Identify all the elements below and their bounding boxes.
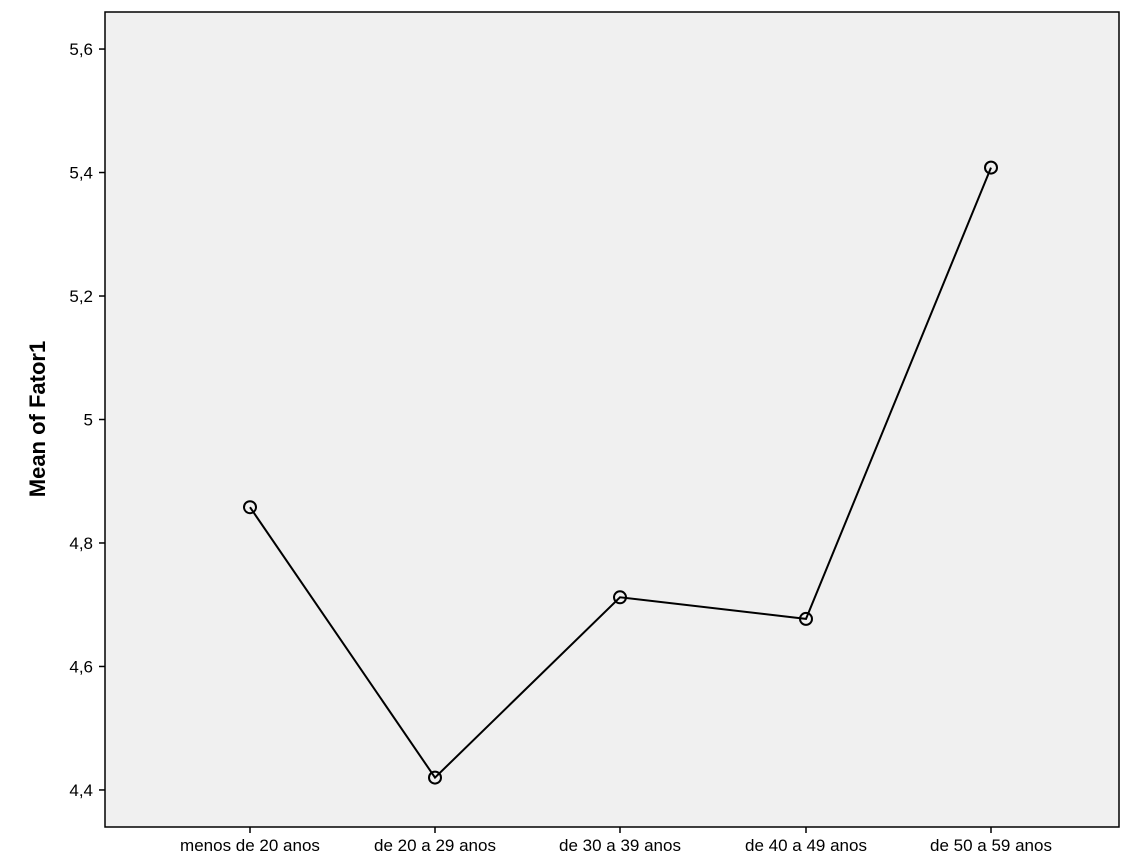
data-point — [243, 500, 257, 515]
x-axis: menos de 20 anos de 20 a 29 anos de 30 a 3… — [180, 827, 1052, 855]
y-axis: 4,4 4,6 4,8 5 5,2 5,4 5,6 — [69, 40, 105, 800]
y-tick-label: 4,8 — [69, 534, 93, 553]
data-markers — [243, 160, 998, 785]
series-line — [249, 167, 992, 780]
y-axis-title: Mean of Fator1 — [25, 341, 50, 497]
x-tick-label: de 30 a 39 anos — [559, 836, 681, 853]
y-tick-label: 5,2 — [69, 287, 93, 306]
data-point — [984, 160, 998, 175]
y-tick-label: 4,6 — [69, 657, 93, 676]
y-tick-label: 4,4 — [69, 781, 93, 800]
x-tick-label: de 50 a 59 anos — [930, 836, 1052, 853]
y-tick-label: 5,4 — [69, 164, 93, 183]
x-tick-label: de 20 a 29 anos — [374, 836, 496, 853]
y-tick-label: 5 — [84, 411, 93, 430]
data-point — [799, 611, 813, 626]
data-point — [613, 590, 627, 605]
x-tick-label: menos de 20 anos — [180, 836, 320, 853]
x-tick-label: de 40 a 49 anos — [745, 836, 867, 853]
data-point — [428, 770, 442, 785]
plot-area — [104, 11, 1120, 828]
y-tick-label: 5,6 — [69, 40, 93, 59]
